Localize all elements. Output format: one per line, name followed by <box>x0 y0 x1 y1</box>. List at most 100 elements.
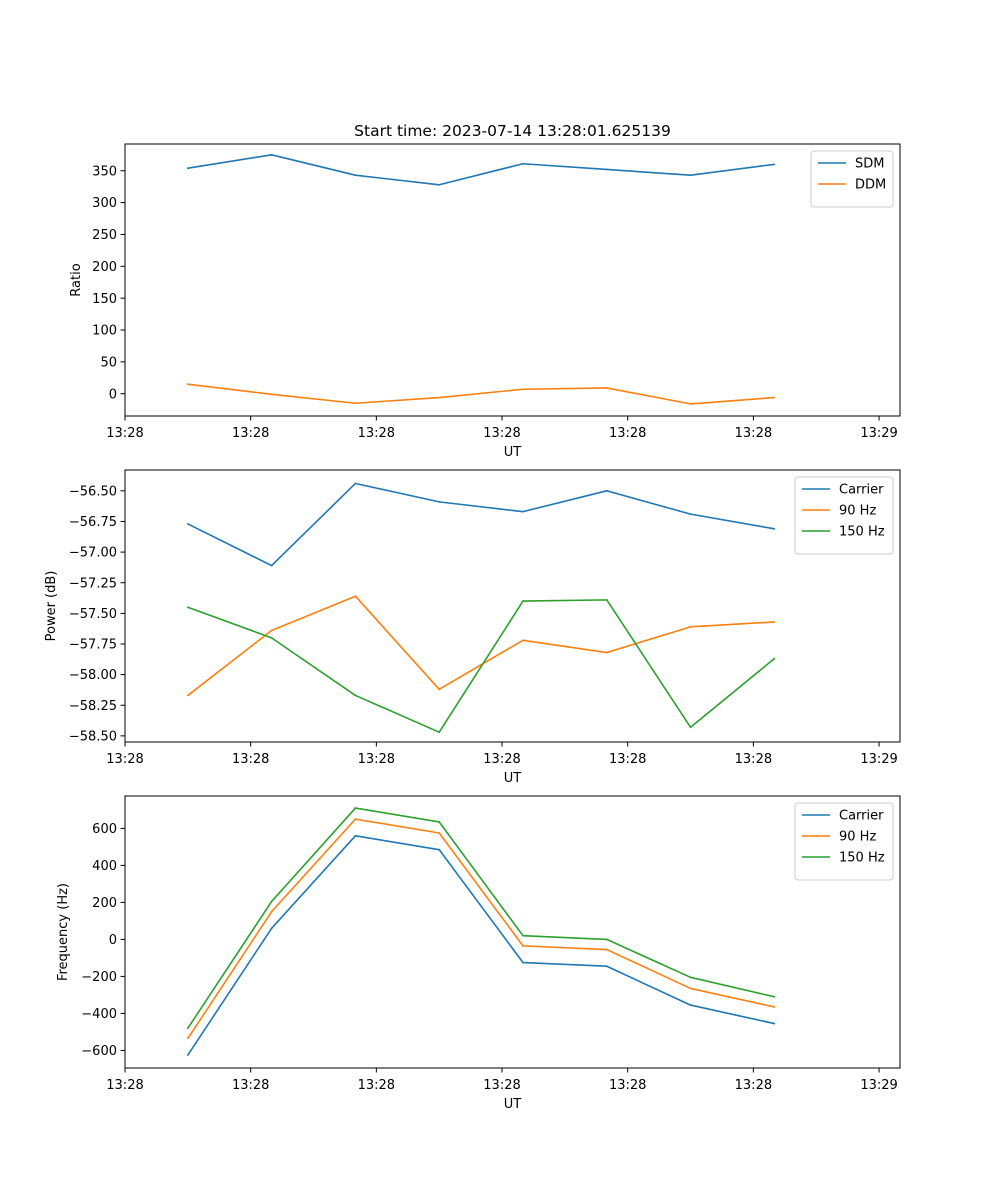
legend-label: 90 Hz <box>839 504 876 519</box>
data-point <box>689 976 692 979</box>
x-tick-label: 13:28 <box>358 1078 395 1093</box>
x-axis-label: UT <box>504 445 522 460</box>
data-point <box>354 818 357 821</box>
y-tick-label: −57.25 <box>69 576 117 591</box>
y-axis-label: Ratio <box>69 263 84 296</box>
data-point <box>270 910 273 913</box>
x-tick-label: 13:29 <box>860 1078 897 1093</box>
data-point <box>605 387 608 389</box>
y-tick-label: 0 <box>109 387 117 402</box>
y-tick-label: 200 <box>92 896 117 911</box>
data-point <box>689 402 692 405</box>
legend-label: DDM <box>855 178 886 193</box>
y-tick-label: 50 <box>100 355 117 370</box>
x-tick-label: 13:28 <box>483 752 520 767</box>
data-point <box>354 807 357 809</box>
data-point <box>773 163 776 166</box>
y-tick-label: 200 <box>92 260 117 275</box>
data-point <box>270 927 273 930</box>
data-point <box>605 168 608 171</box>
data-point <box>270 393 273 396</box>
plot-frame <box>124 469 901 743</box>
legend: Carrier 90 Hz 150 Hz <box>794 802 894 881</box>
legend-label: 90 Hz <box>839 830 876 845</box>
legend: Carrier 90 Hz 150 Hz <box>794 476 894 555</box>
data-point <box>438 821 441 823</box>
data-point <box>186 1037 189 1040</box>
data-point <box>354 595 357 598</box>
data-point <box>354 834 357 837</box>
x-tick-label: 13:28 <box>358 426 395 441</box>
plot-frame <box>124 143 901 417</box>
data-point <box>773 621 776 623</box>
data-point <box>270 153 273 156</box>
x-tick-label: 13:28 <box>609 1078 646 1093</box>
data-point <box>186 1054 189 1056</box>
x-tick-label: 13:28 <box>483 426 520 441</box>
data-point <box>605 938 608 941</box>
data-point <box>438 832 441 834</box>
y-tick-label: 350 <box>92 164 117 179</box>
data-point <box>773 1022 776 1025</box>
x-tick-label: 13:28 <box>735 426 772 441</box>
x-tick-label: 13:28 <box>232 426 269 441</box>
data-point <box>186 523 189 525</box>
legend-label: Carrier <box>839 483 884 498</box>
data-point <box>689 174 692 177</box>
data-point <box>605 489 608 492</box>
x-tick-label: 13:28 <box>232 1078 269 1093</box>
plot-frame <box>124 795 901 1069</box>
series-line-150-hz <box>187 807 775 1029</box>
x-tick-label: 13:28 <box>735 1078 772 1093</box>
data-point <box>605 598 608 601</box>
y-tick-label: 400 <box>92 859 117 874</box>
data-point <box>270 636 273 639</box>
x-tick-label: 13:28 <box>106 1078 143 1093</box>
y-axis-label: Frequency (Hz) <box>56 883 71 981</box>
y-tick-label: −57.50 <box>69 607 117 622</box>
data-point <box>773 657 776 660</box>
legend-box <box>810 150 894 208</box>
legend-box <box>794 476 894 555</box>
series-line-carrier <box>187 482 775 567</box>
x-tick-label: 13:28 <box>609 426 646 441</box>
y-tick-label: −57.00 <box>69 546 117 561</box>
y-tick-label: −57.75 <box>69 638 117 653</box>
y-tick-label: −600 <box>81 1044 117 1059</box>
data-point <box>438 688 441 691</box>
legend-box <box>794 802 894 881</box>
data-point <box>186 1027 189 1030</box>
series-line-sdm <box>187 154 775 186</box>
y-tick-label: −58.25 <box>69 699 117 714</box>
y-tick-label: 0 <box>109 933 117 948</box>
legend-label: 150 Hz <box>839 525 885 540</box>
data-point <box>438 396 441 399</box>
y-tick-label: −56.50 <box>69 484 117 499</box>
x-tick-label: 13:28 <box>609 752 646 767</box>
x-axis-label: UT <box>504 1097 522 1112</box>
legend-label: 150 Hz <box>839 851 885 866</box>
data-point <box>522 388 524 391</box>
x-axis-label: UT <box>504 771 522 786</box>
series-line-90-hz <box>187 818 775 1039</box>
data-point <box>270 900 273 903</box>
data-point <box>522 600 524 602</box>
legend-label: Carrier <box>839 809 884 824</box>
x-tick-label: 13:28 <box>735 752 772 767</box>
data-point <box>689 726 692 729</box>
x-tick-label: 13:28 <box>106 426 143 441</box>
data-point <box>354 174 357 177</box>
y-axis-label: Power (dB) <box>44 571 59 642</box>
data-point <box>438 500 441 503</box>
data-point <box>270 564 273 567</box>
x-tick-label: 13:28 <box>106 752 143 767</box>
y-tick-label: 300 <box>92 196 117 211</box>
data-point <box>186 167 189 170</box>
y-tick-label: −58.50 <box>69 729 117 744</box>
data-point <box>605 651 608 654</box>
data-point <box>689 987 692 990</box>
legend: SDM DDM <box>810 150 894 208</box>
series-line-ddm <box>187 383 775 405</box>
series-line-150-hz <box>187 599 775 734</box>
